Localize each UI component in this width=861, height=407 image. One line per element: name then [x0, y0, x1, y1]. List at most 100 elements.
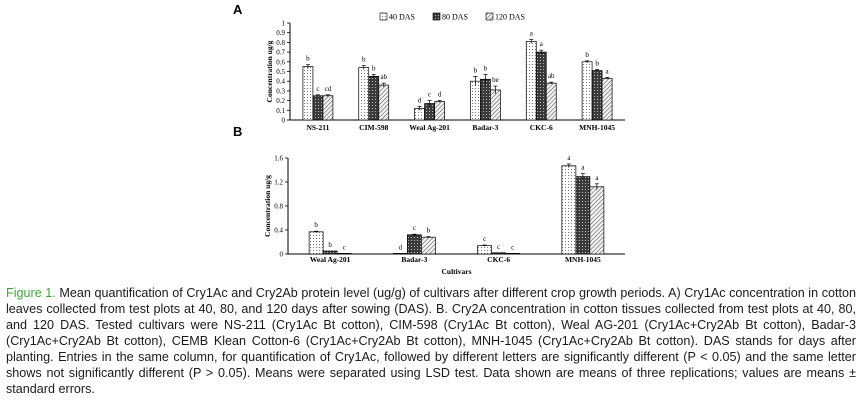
- significance-letter: c: [428, 91, 431, 99]
- y-tick-label: 1: [282, 20, 286, 28]
- bar-dark: [480, 78, 491, 121]
- bar-dots: [358, 67, 370, 121]
- significance-letter: b: [585, 51, 589, 59]
- significance-letter: b: [595, 60, 599, 68]
- figure-chart: A B 00.10.20.30.40.50.60.70.80.91Concent…: [233, 2, 625, 276]
- bar-dots: [561, 165, 577, 255]
- category-label: MNH-1045: [579, 123, 615, 132]
- y-tick-label: 0.4: [274, 227, 283, 235]
- significance-letter: d: [418, 96, 422, 104]
- caption-text: Mean quantification of Cry1Ac and Cry2Ab…: [6, 286, 856, 396]
- y-axis-title: Concentration ug/g: [265, 40, 274, 102]
- category-label: CKC-6: [487, 255, 510, 264]
- significance-letter: b: [484, 64, 488, 72]
- bar-dark: [368, 75, 380, 121]
- significance-letter: c: [413, 224, 416, 232]
- category-label: MNH-1045: [565, 255, 601, 264]
- y-tick-label: 0.4: [276, 78, 285, 86]
- y-tick-label: 0.8: [274, 203, 283, 211]
- bar-dark: [591, 70, 603, 121]
- significance-letter: a: [606, 67, 610, 75]
- bar-hatch: [378, 84, 390, 121]
- significance-letter: b: [372, 64, 376, 72]
- y-tick-label: 0.9: [276, 29, 285, 37]
- significance-letter: a: [595, 174, 599, 182]
- bar-dark: [535, 51, 547, 121]
- significance-letter: be: [492, 76, 499, 84]
- bar-hatch: [322, 95, 334, 121]
- y-tick-label: 0.5: [276, 68, 285, 76]
- y-tick-label: 0.7: [276, 49, 285, 57]
- category-label: Badar-3: [401, 255, 427, 264]
- significance-letter: cd: [325, 85, 332, 93]
- bar-dots: [302, 66, 314, 121]
- significance-letter: d: [399, 243, 403, 251]
- y-tick-label: 0: [280, 251, 284, 259]
- legend-label: 80 DAS: [442, 13, 468, 22]
- y-tick-label: 1.6: [274, 155, 283, 163]
- category-label: Weal Ag-201: [409, 123, 450, 132]
- significance-letter: c: [497, 243, 500, 251]
- y-tick-label: 0: [282, 117, 286, 125]
- panel-a-chart: 0 0.1 0.2 0.30.4 0.5 0.60.7 0.8 0.91 Concentrati…: [265, 20, 625, 132]
- bar-hatch: [589, 186, 605, 255]
- y-tick-label: 0.2: [276, 97, 285, 105]
- bar-dark: [407, 234, 422, 255]
- significance-letter: c: [483, 235, 486, 243]
- significance-letter: d: [438, 91, 442, 99]
- significance-letter: a: [581, 164, 585, 172]
- panel-a-label: A: [233, 2, 243, 17]
- legend: 40 DAS 80 DAS 120 DAS: [379, 12, 525, 22]
- bar-dark: [575, 176, 591, 255]
- bar-hatch: [601, 77, 613, 121]
- significance-letter: a: [530, 29, 534, 37]
- significance-letter: ab: [380, 73, 387, 81]
- x-axis-title: Cultivars: [442, 267, 472, 276]
- figure-caption: Figure 1. Mean quantification of Cry1Ac …: [6, 285, 856, 397]
- y-axis-title: Concentration ug/g: [263, 175, 272, 237]
- significance-letter: b: [474, 66, 478, 74]
- bar-dots: [477, 245, 492, 255]
- significance-letter: b: [314, 221, 318, 229]
- significance-letter: a: [540, 40, 544, 48]
- significance-letter: a: [567, 154, 571, 162]
- y-tick-label: 0.3: [276, 87, 285, 95]
- legend-swatch-dark: [432, 12, 441, 21]
- significance-letter: ab: [548, 72, 555, 80]
- panel-b-chart: 0 0.4 0.8 1.2 1.6 Concentration ug/g Cultivars…: [263, 154, 625, 276]
- bar-dots: [393, 253, 408, 255]
- category-label: Weal Ag-201: [310, 255, 351, 264]
- significance-letter: c: [511, 243, 514, 251]
- bar-dark: [322, 250, 338, 255]
- bar-hatch: [545, 82, 557, 121]
- y-tick-label: 0.1: [276, 107, 285, 115]
- legend-label: 40 DAS: [389, 13, 415, 22]
- legend-swatch-dots: [379, 12, 388, 21]
- significance-letter: b: [328, 241, 332, 249]
- legend-swatch-hatch: [485, 12, 494, 21]
- bar-hatch: [434, 101, 445, 121]
- category-label: CKC-6: [530, 123, 553, 132]
- bar-dots: [525, 41, 537, 121]
- panel-b-label: B: [233, 124, 242, 139]
- bar-hatch: [336, 253, 352, 255]
- legend-label: 120 DAS: [495, 13, 525, 22]
- category-label: NS-211: [306, 123, 329, 132]
- y-tick-label: 0.8: [276, 39, 285, 47]
- caption-label: Figure 1.: [6, 286, 56, 300]
- bar-hatch: [490, 89, 501, 121]
- bar-hatch: [421, 236, 436, 255]
- bar-dots: [581, 61, 593, 121]
- category-label: Badar-3: [472, 123, 498, 132]
- significance-letter: b: [362, 56, 366, 64]
- category-label: CIM-598: [359, 123, 388, 132]
- significance-letter: c: [316, 85, 319, 93]
- significance-letter: c: [343, 243, 346, 251]
- significance-letter: b: [306, 55, 310, 63]
- significance-letter: b: [427, 227, 431, 235]
- bar-dots: [470, 80, 481, 121]
- bar-dark: [491, 252, 506, 255]
- bar-hatch: [505, 253, 520, 255]
- y-tick-label: 0.6: [276, 58, 285, 66]
- y-tick-label: 1.2: [274, 179, 283, 187]
